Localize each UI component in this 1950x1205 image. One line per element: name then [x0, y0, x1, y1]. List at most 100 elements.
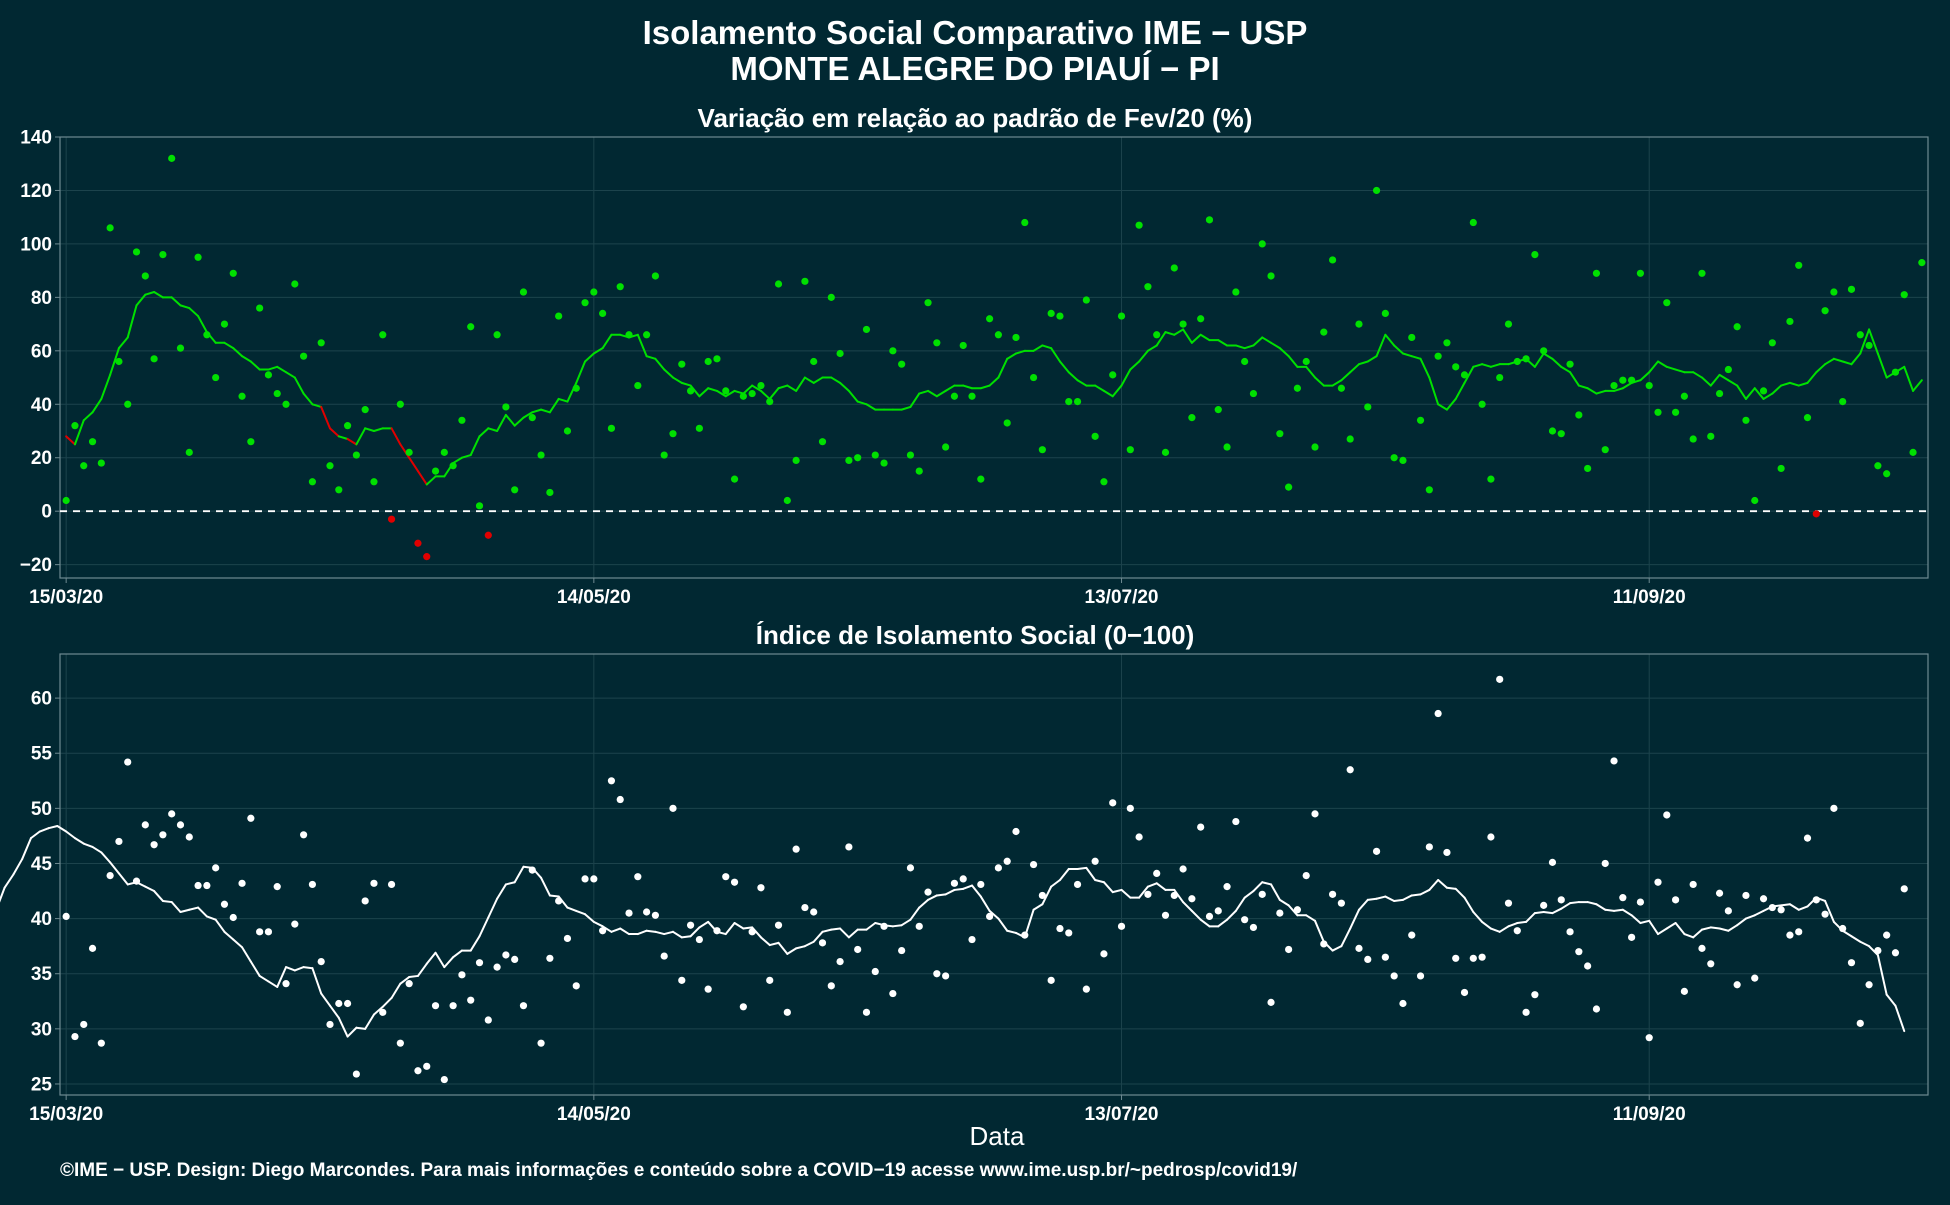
daily-point — [898, 360, 906, 368]
moving-average-segment — [117, 872, 129, 886]
moving-average-segment — [1366, 897, 1378, 901]
daily-point — [273, 883, 281, 891]
moving-average-segment — [460, 454, 472, 459]
daily-point — [1575, 411, 1583, 419]
moving-average-segment — [249, 960, 261, 977]
moving-average-segment — [1595, 903, 1607, 911]
moving-average-segment — [487, 897, 499, 919]
daily-point — [1047, 309, 1055, 317]
daily-point — [176, 344, 185, 352]
y-tick-label: 140 — [20, 128, 52, 149]
daily-point — [643, 908, 651, 916]
moving-average-segment — [1102, 389, 1114, 398]
daily-point — [1839, 398, 1847, 406]
daily-point — [836, 349, 844, 358]
daily-point — [264, 928, 273, 936]
moving-average-segment — [1912, 379, 1923, 392]
moving-average-segment — [82, 411, 94, 422]
daily-point — [106, 872, 114, 880]
moving-average-segment — [1542, 352, 1554, 360]
moving-average-segment — [1173, 888, 1185, 904]
daily-point — [1566, 928, 1574, 936]
moving-average-segment — [1595, 389, 1607, 395]
daily-point — [1487, 833, 1495, 841]
moving-average-segment — [170, 296, 182, 307]
moving-average-segment — [1314, 919, 1325, 943]
panel-frame — [59, 136, 1929, 579]
daily-point — [511, 486, 519, 494]
daily-point — [722, 873, 730, 881]
moving-average-segment — [1340, 371, 1352, 382]
moving-average-segment — [1454, 887, 1466, 899]
moving-average-segment — [601, 333, 613, 350]
daily-point — [88, 438, 97, 446]
daily-point — [1830, 288, 1838, 296]
moving-average-segment — [689, 384, 701, 398]
daily-point — [1232, 817, 1240, 826]
daily-point — [1698, 944, 1706, 952]
moving-average-segment — [1560, 902, 1572, 910]
daily-point — [678, 976, 686, 984]
daily-point — [282, 400, 290, 408]
daily-point — [1874, 462, 1882, 470]
moving-average-segment — [988, 909, 1000, 920]
moving-average-segment — [1780, 903, 1791, 907]
moving-average-segment — [1331, 379, 1343, 387]
moving-average-segment — [1331, 945, 1343, 952]
daily-point — [1680, 987, 1688, 995]
daily-point — [1724, 907, 1732, 915]
moving-average-segment — [1146, 882, 1158, 888]
moving-average-segment — [1454, 381, 1466, 400]
daily-point — [528, 414, 536, 422]
daily-point — [1328, 890, 1337, 898]
daily-point — [590, 875, 598, 883]
moving-average-segment — [205, 915, 217, 921]
moving-average-segment — [1085, 866, 1097, 882]
daily-point — [361, 406, 369, 414]
moving-average-segment — [979, 895, 991, 912]
daily-point — [1117, 312, 1126, 320]
daily-point — [475, 959, 484, 967]
daily-point — [1715, 389, 1724, 398]
daily-point — [1170, 891, 1178, 900]
daily-point — [1320, 328, 1328, 336]
moving-average-segment — [302, 966, 314, 970]
x-tick-label: 11/09/20 — [1613, 587, 1686, 608]
daily-point — [352, 451, 360, 459]
daily-point — [132, 877, 141, 885]
daily-point — [132, 248, 141, 256]
daily-point — [291, 280, 299, 288]
moving-average-segment — [1217, 339, 1229, 347]
daily-point — [1372, 186, 1381, 195]
moving-average-segment — [671, 930, 683, 939]
moving-average-segment — [575, 360, 587, 384]
daily-point — [115, 837, 123, 846]
moving-average-segment — [153, 291, 164, 299]
daily-point — [1241, 916, 1249, 924]
daily-point — [739, 392, 747, 400]
daily-point — [1302, 872, 1310, 880]
moving-average-segment — [100, 373, 112, 400]
moving-average-segment — [1041, 344, 1053, 350]
daily-point — [203, 331, 211, 339]
moving-average-segment — [478, 916, 490, 938]
daily-point — [1100, 950, 1108, 958]
y-tick-label: 40 — [31, 909, 52, 930]
moving-average-segment — [610, 927, 622, 933]
daily-point — [229, 913, 237, 922]
moving-average-segment — [1674, 922, 1686, 936]
moving-average-segment — [927, 894, 938, 901]
moving-average-segment — [408, 456, 419, 473]
daily-point — [1038, 446, 1046, 454]
moving-average-segment — [3, 873, 15, 889]
moving-average-segment — [1243, 344, 1255, 350]
daily-point — [942, 443, 950, 451]
daily-point — [1891, 368, 1900, 376]
daily-point — [1865, 981, 1873, 989]
y-tick-label: 60 — [31, 341, 52, 362]
moving-average-segment — [592, 920, 604, 928]
daily-point — [774, 921, 783, 929]
daily-point — [88, 944, 97, 952]
moving-average-segment — [1648, 919, 1660, 936]
daily-point — [854, 945, 862, 954]
